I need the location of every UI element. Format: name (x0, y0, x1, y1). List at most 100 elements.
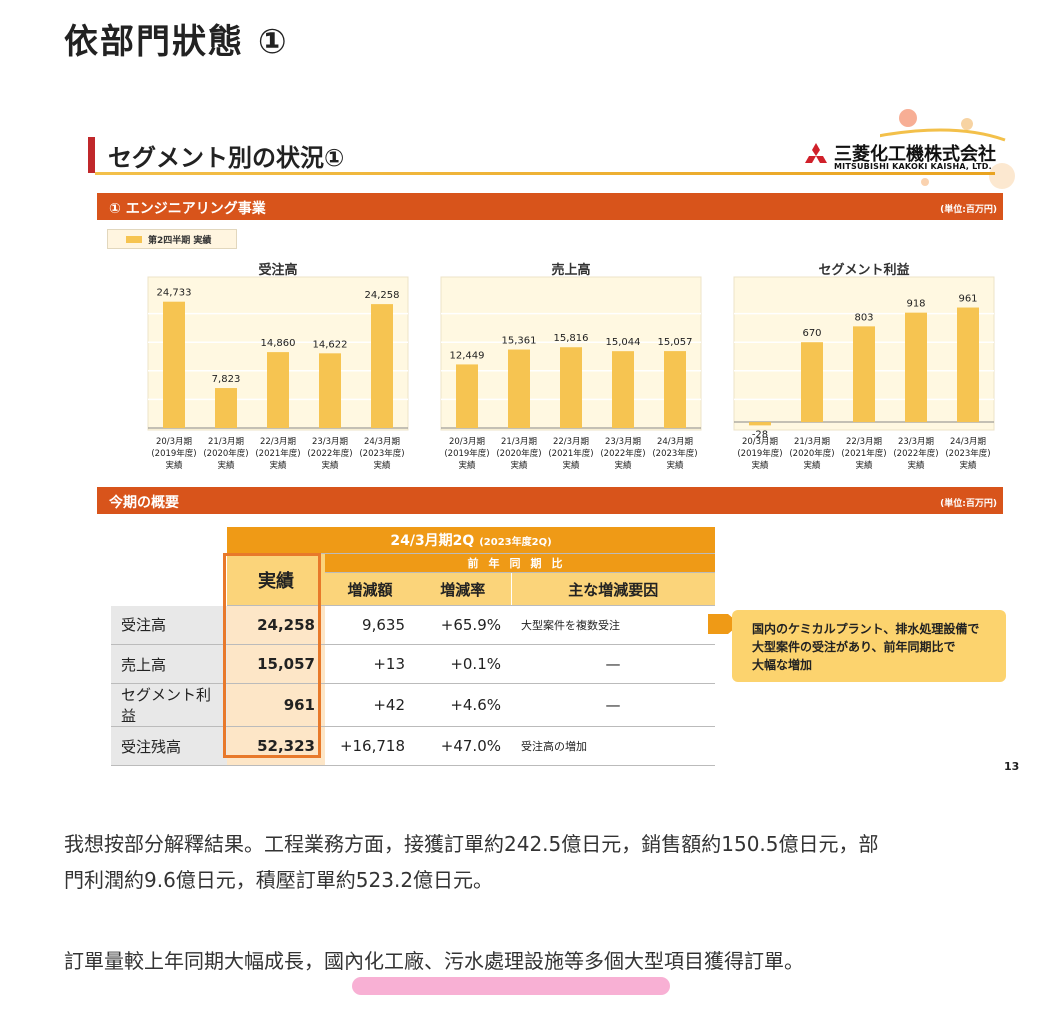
chart-data-label: 961 (958, 294, 977, 305)
chart-category-label: 実績 (855, 460, 873, 471)
unit-label-2: (単位:百万円) (940, 499, 997, 509)
row-reason: 受注高の増加 (511, 726, 715, 766)
chart-category-label: 22/3月期 (846, 437, 882, 447)
chart-category-label: (2019年度) (444, 448, 489, 459)
callout-line-3: 大幅な増加 (752, 658, 813, 672)
chart-category-label: (2019年度) (737, 448, 782, 459)
section-title: ① エンジニアリング事業 (109, 201, 266, 217)
chart-category-label: 22/3月期 (553, 437, 589, 447)
chart-category-label: (2021年度) (841, 448, 886, 459)
row-actual: 24,258 (227, 605, 325, 645)
table-row: 受注残高 52,323 +16,718 +47.0% 受注高の増加 (111, 726, 715, 766)
row-actual: 15,057 (227, 644, 325, 684)
chart-category-label: 24/3月期 (364, 437, 400, 447)
chart-category-label: 実績 (269, 460, 287, 471)
rate-header: 増減率 (415, 572, 511, 606)
chart-bar (371, 304, 393, 428)
table-row: セグメント利益 961 +42 +4.6% — (111, 683, 715, 727)
chart-category-label: 21/3月期 (208, 437, 244, 447)
chart-bar (319, 353, 341, 428)
chart-data-label: 15,044 (606, 337, 641, 348)
explanation-paragraph-2: 訂單量較上年同期大幅成長，國內化工廠、污水處理設施等多個大型項目獲得訂單。 (64, 949, 804, 973)
paragraph-1-line-2: 門利潤約9.6億日元，積壓訂單約523.2億日元。 (64, 868, 494, 892)
period-header-sub: (2023年度2Q) (479, 537, 552, 548)
actual-column-highlight (223, 553, 321, 758)
table-corner (111, 527, 227, 606)
chart-category-label: (2020年度) (789, 448, 834, 459)
row-label: 受注残高 (111, 726, 227, 766)
row-change: +13 (325, 644, 415, 684)
decorative-orbs (880, 109, 1015, 189)
chart-category-label: 20/3月期 (449, 437, 485, 447)
chart-category-label: 実績 (165, 460, 183, 471)
chart-category-label: 実績 (666, 460, 684, 471)
callout-line-1: 国内のケミカルプラント、排水処理設備で (752, 622, 980, 636)
legend-swatch (126, 236, 142, 243)
paragraph-1-line-1: 我想按部分解釋結果。工程業務方面，接獲訂單約242.5億日元，銷售額約150.5… (64, 832, 879, 856)
row-label: セグメント利益 (111, 683, 227, 727)
chart-category-label: 実績 (373, 460, 391, 471)
chart-bar (456, 364, 478, 428)
chart-category-label: 22/3月期 (260, 437, 296, 447)
row-actual: 961 (227, 683, 325, 727)
change-header: 増減額 (325, 572, 415, 606)
chart-data-label: 803 (854, 312, 873, 323)
reason-header: 主な増減要因 (510, 572, 715, 606)
chart-category-label: (2021年度) (548, 448, 593, 459)
row-change: 9,635 (325, 605, 415, 645)
chart-category-label: 実績 (321, 460, 339, 471)
chart-category-label: 24/3月期 (657, 437, 693, 447)
yoy-header: 前年同期比 (325, 553, 715, 573)
chart-category-label: 21/3月期 (501, 437, 537, 447)
chart-legend: 第2四半期 実績 (107, 229, 237, 249)
row-reason: — (511, 644, 715, 684)
chart-data-label: 15,361 (502, 336, 537, 347)
section-band-overview: 今期の概要 (単位:百万円) (97, 487, 1003, 514)
slide-title: セグメント別の状況① (108, 144, 345, 172)
chart-category-label: 実績 (959, 460, 977, 471)
chart-bar (215, 388, 237, 428)
chart-category-label: 実績 (907, 460, 925, 471)
period-header: 24/3月期2Q (2023年度2Q) (227, 527, 715, 554)
text-highlight (352, 977, 670, 995)
unit-label: (単位:百万円) (940, 205, 997, 215)
summary-table: 24/3月期2Q (2023年度2Q) 実績 前年同期比 増減額 増減率 主な増… (111, 527, 715, 766)
chart-category-label: 実績 (458, 460, 476, 471)
chart-category-label: (2021年度) (255, 448, 300, 459)
chart-data-label: 14,622 (313, 339, 348, 350)
chart-bar (957, 307, 979, 423)
chart-category-label: 23/3月期 (605, 437, 641, 447)
chart-category-label: (2022年度) (600, 448, 645, 459)
chart-category-label: 20/3月期 (156, 437, 192, 447)
page-title: 依部門狀態 ① (64, 22, 289, 62)
chart-data-label: 7,823 (212, 374, 241, 385)
chart-data-label: 14,860 (261, 338, 296, 349)
chart-data-label: 24,258 (365, 290, 400, 301)
chart-data-label: 12,449 (450, 350, 485, 361)
chart-category-label: 実績 (562, 460, 580, 471)
callout-box: 国内のケミカルプラント、排水処理設備で 大型案件の受注があり、前年同期比で 大幅… (732, 610, 1006, 682)
section-band-engineering: ① エンジニアリング事業 (単位:百万円) (97, 193, 1003, 220)
chart-category-label: (2023年度) (945, 448, 990, 459)
chart-bar (905, 312, 927, 423)
chart-data-label: 24,733 (157, 288, 192, 299)
chart-bar (612, 351, 634, 428)
chart-category-label: (2020年度) (203, 448, 248, 459)
row-change: +16,718 (325, 726, 415, 766)
chart-category-label: 実績 (614, 460, 632, 471)
company-name-en: MITSUBISHI KAKOKI KAISHA, LTD. (834, 162, 992, 171)
chart-category-label: 実績 (751, 460, 769, 471)
row-actual: 52,323 (227, 726, 325, 766)
chart-bar (560, 347, 582, 428)
chart-bar (163, 301, 185, 428)
chart-category-label: 21/3月期 (794, 437, 830, 447)
bar-charts: 24,73320/3月期(2019年度)実績7,82321/3月期(2020年度… (147, 276, 995, 471)
section-title-overview: 今期の概要 (109, 495, 179, 511)
chart-category-label: 24/3月期 (950, 437, 986, 447)
chart-category-label: (2023年度) (359, 448, 404, 459)
row-rate: +4.6% (415, 683, 511, 727)
actual-header: 実績 (227, 553, 325, 606)
chart-category-label: 実績 (510, 460, 528, 471)
row-rate: +0.1% (415, 644, 511, 684)
callout-line-2: 大型案件の受注があり、前年同期比で (752, 640, 956, 654)
